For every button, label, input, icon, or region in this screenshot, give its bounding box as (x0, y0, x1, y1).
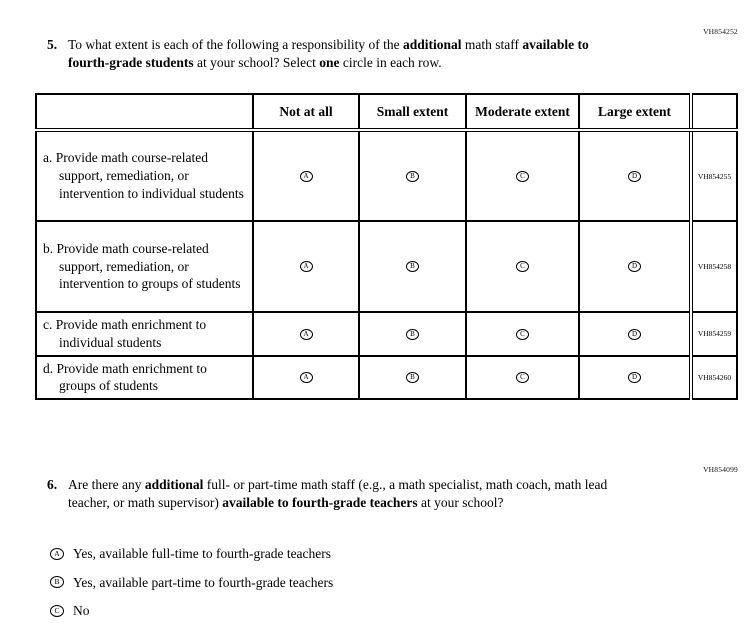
question-6-text: Are there any additional full- or part-t… (68, 476, 613, 511)
question-5-accession-code: VH854252 (703, 27, 738, 36)
question-6-text-part: full- or part-time math staff (e.g., a m… (68, 477, 608, 510)
question-5-bold-one: one (319, 54, 340, 70)
answer-bubble-b-large-extent[interactable]: D (628, 261, 641, 273)
answer-bubble-q6-a[interactable]: A (50, 547, 64, 560)
question-5-text-part: circle in each row. (339, 54, 442, 70)
header-code-column (689, 93, 738, 132)
answer-bubble-d-large-extent[interactable]: D (628, 372, 641, 384)
answer-bubble-b-moderate-extent[interactable]: C (516, 261, 529, 273)
question-6-bold-additional: additional (144, 477, 204, 492)
option-yes-part-time[interactable]: B Yes, available part-time to fourth-gra… (50, 574, 333, 591)
header-not-at-all: Not at all (252, 93, 360, 132)
header-moderate-extent: Moderate extent (465, 93, 580, 132)
row-c-accession-code: VH854259 (689, 311, 738, 357)
row-d-accession-code: VH854260 (689, 354, 738, 401)
question-6-number: 6. (47, 477, 58, 492)
row-a-accession-code: VH854255 (689, 129, 738, 222)
row-b-accession-code: VH854258 (689, 220, 738, 313)
row-a-label: a. Provide math course-related support, … (35, 129, 254, 222)
answer-bubble-q6-c[interactable]: C (50, 604, 64, 617)
table-row: d. Provide math enrichment to groups of … (35, 354, 738, 401)
header-small-extent: Small extent (358, 93, 467, 132)
question-6-bold-available: available to fourth-grade teachers (222, 494, 418, 510)
answer-bubble-q6-b[interactable]: B (50, 576, 64, 588)
row-b-label: b. Provide math course-related support, … (35, 220, 254, 313)
question-5-text: To what extent is each of the following … (68, 36, 613, 71)
question-5-text-part: To what extent is each of the following … (68, 37, 403, 52)
row-b-text: Provide math course-related support, rem… (56, 240, 241, 292)
answer-bubble-a-not-at-all[interactable]: A (299, 170, 313, 182)
row-b-marker: b. (43, 240, 54, 256)
table-row: c. Provide math enrichment to individual… (35, 311, 738, 357)
option-no[interactable]: C No (50, 602, 333, 619)
answer-bubble-b-not-at-all[interactable]: A (299, 261, 313, 273)
question-6: 6. Are there any additional full- or par… (47, 476, 613, 511)
answer-bubble-a-moderate-extent[interactable]: C (516, 170, 529, 182)
row-c-label: c. Provide math enrichment to individual… (35, 311, 254, 357)
question-6-text-part: Are there any (68, 477, 145, 492)
question-5-text-part: at your school? Select (193, 54, 320, 70)
header-empty (35, 93, 254, 132)
table-row: a. Provide math course-related support, … (35, 129, 738, 222)
question-5: 5. To what extent is each of the followi… (47, 36, 613, 71)
answer-bubble-c-not-at-all[interactable]: A (299, 328, 313, 340)
option-yes-full-time[interactable]: A Yes, available full-time to fourth-gra… (50, 545, 333, 562)
question-6-options: A Yes, available full-time to fourth-gra… (50, 545, 333, 631)
question-6-text-part: at your school? (417, 494, 504, 510)
option-label: Yes, available full-time to fourth-grade… (73, 546, 332, 561)
answer-bubble-c-moderate-extent[interactable]: C (516, 328, 529, 340)
answer-bubble-a-small-extent[interactable]: B (406, 170, 419, 182)
question-5-bold-available: available to fourth-grade students (68, 37, 589, 70)
row-d-label: d. Provide math enrichment to groups of … (35, 354, 254, 401)
question-5-number: 5. (47, 37, 58, 52)
question-5-bold-additional: additional (402, 37, 462, 52)
option-label: No (73, 603, 90, 618)
question-5-text-part: math staff (461, 37, 523, 52)
answer-bubble-b-small-extent[interactable]: B (406, 261, 419, 273)
row-c-text: Provide math enrichment to individual st… (55, 317, 207, 350)
row-d-text: Provide math enrichment to groups of stu… (56, 360, 207, 394)
table-row: b. Provide math course-related support, … (35, 220, 738, 313)
answer-bubble-d-small-extent[interactable]: B (406, 372, 419, 384)
row-c-marker: c. (43, 317, 53, 332)
header-large-extent: Large extent (578, 93, 692, 132)
responsibility-table: Not at all Small extent Moderate extent … (35, 93, 738, 401)
row-d-marker: d. (43, 360, 54, 376)
question-6-accession-code: VH854099 (703, 465, 738, 474)
row-a-text: Provide math course-related support, rem… (55, 150, 244, 201)
answer-bubble-c-small-extent[interactable]: B (406, 328, 419, 340)
answer-bubble-c-large-extent[interactable]: D (628, 328, 641, 340)
answer-bubble-d-moderate-extent[interactable]: C (516, 372, 529, 384)
table-header-row: Not at all Small extent Moderate extent … (35, 93, 738, 132)
row-a-marker: a. (43, 150, 53, 166)
answer-bubble-d-not-at-all[interactable]: A (299, 372, 313, 384)
option-label: Yes, available part-time to fourth-grade… (73, 574, 334, 590)
answer-bubble-a-large-extent[interactable]: D (628, 170, 641, 182)
